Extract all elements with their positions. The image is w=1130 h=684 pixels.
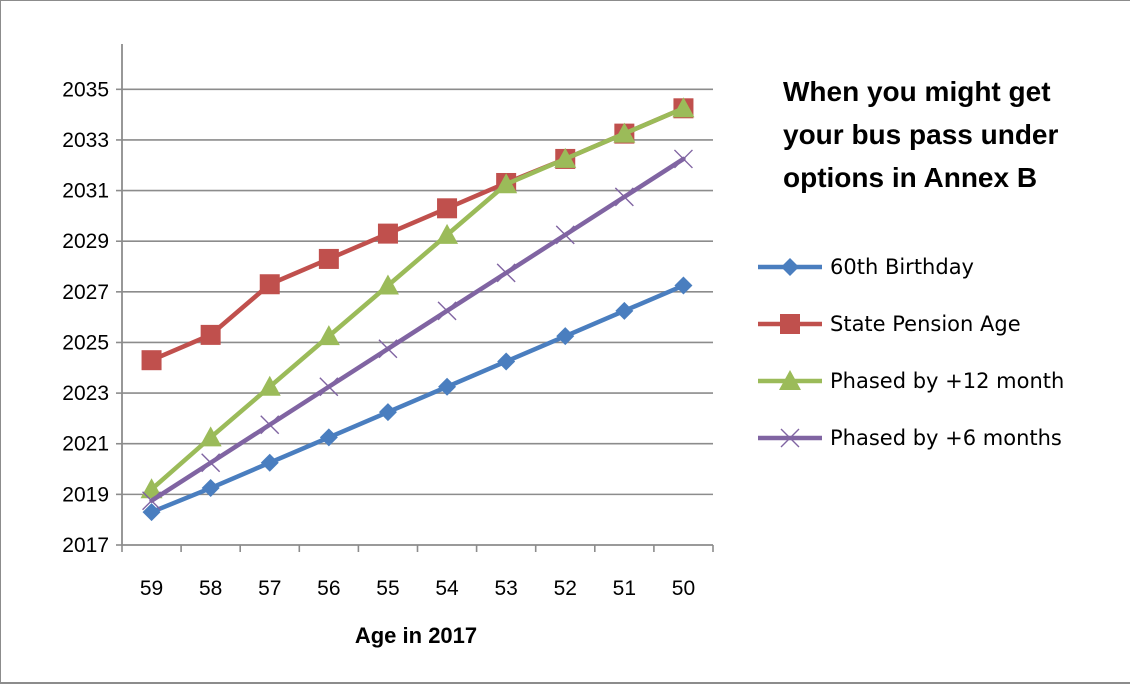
legend-label: Phased by +6 months [830,426,1062,450]
data-point [438,377,457,396]
series-line [149,106,686,492]
chart-title-line-3: options in Annex B [783,162,1038,193]
series-line [149,156,686,503]
data-point [497,352,516,371]
legend: 60th Birthday State Pension Age Phased by … [758,255,1064,450]
data-point [672,97,695,118]
data-point [142,503,161,522]
y-tick-label: 2017 [62,534,109,557]
y-tick-label: 2031 [62,180,109,203]
data-point [613,122,636,143]
series-line [149,283,686,515]
x-tick-label: 55 [376,577,399,600]
data-point [554,147,577,168]
data-point [259,274,280,295]
data-point [199,426,222,447]
legend-marker [781,258,799,276]
data-point [615,301,634,320]
data-point [436,223,459,244]
y-tick-label: 2035 [62,78,109,101]
x-axis-title: Age in 2017 [355,623,477,648]
y-tick-label: 2021 [62,433,109,456]
legend-entry: State Pension Age [758,312,1021,336]
series-layer [140,97,695,522]
data-point [555,225,575,245]
data-point [495,173,518,194]
x-tick-label: 52 [554,577,577,600]
x-tick-label: 58 [199,577,222,600]
y-tick-label: 2029 [62,230,109,253]
data-point [201,479,220,498]
data-point [673,149,693,169]
legend-entry: Phased by +12 month [758,369,1064,393]
y-tick-label: 2033 [62,129,109,152]
legend-label: State Pension Age [830,312,1021,336]
series-3 [140,97,695,499]
axes [116,44,714,552]
grid-lines [122,88,713,496]
legend-entry: Phased by +6 months [758,426,1062,450]
data-point [201,453,221,473]
data-point [437,198,458,219]
data-point [496,263,516,283]
legend-marker [780,428,800,448]
chart-title-line-2: your bus pass under [783,119,1059,150]
data-point [378,403,397,422]
data-point [142,491,162,511]
data-point [437,301,457,321]
legend-label: Phased by +12 month [830,369,1064,393]
chart-title: When you might get your bus pass under o… [783,70,1113,199]
x-tick-label: 50 [672,577,695,600]
legend-entry: 60th Birthday [758,255,974,279]
x-tick-label: 51 [613,577,636,600]
legend-label: 60th Birthday [830,255,974,279]
x-axis-tick-labels: 59 58 57 56 55 54 53 52 51 50 [140,577,695,600]
data-point [260,453,279,472]
y-axis-tick-labels: 2017 2019 2021 2023 2025 2027 2029 2031 2033 2035 [62,78,109,557]
chart-title-line-1: When you might get [783,76,1051,107]
data-point [258,375,281,396]
x-tick-label: 56 [317,577,340,600]
x-tick-label: 59 [140,577,163,600]
data-point [376,274,399,295]
data-point [317,325,340,346]
y-tick-label: 2019 [62,483,109,506]
series-line [149,106,686,363]
x-tick-label: 57 [258,577,281,600]
y-tick-label: 2027 [62,281,109,304]
data-point [260,415,280,435]
data-point [318,248,339,269]
y-tick-label: 2023 [62,382,109,405]
data-point [200,324,221,345]
data-point [319,377,339,397]
data-point [141,350,162,371]
x-tick-label: 54 [435,577,459,600]
data-point [674,276,693,295]
y-tick-label: 2025 [62,331,109,354]
series-4 [142,149,693,511]
data-point [614,187,634,207]
legend-marker [780,314,800,334]
series-1 [142,276,693,522]
data-point [377,223,398,244]
data-point [140,478,163,499]
x-tick-label: 53 [494,577,517,600]
data-point [319,428,338,447]
data-point [378,339,398,359]
legend-marker [779,370,801,390]
data-point [556,327,575,346]
